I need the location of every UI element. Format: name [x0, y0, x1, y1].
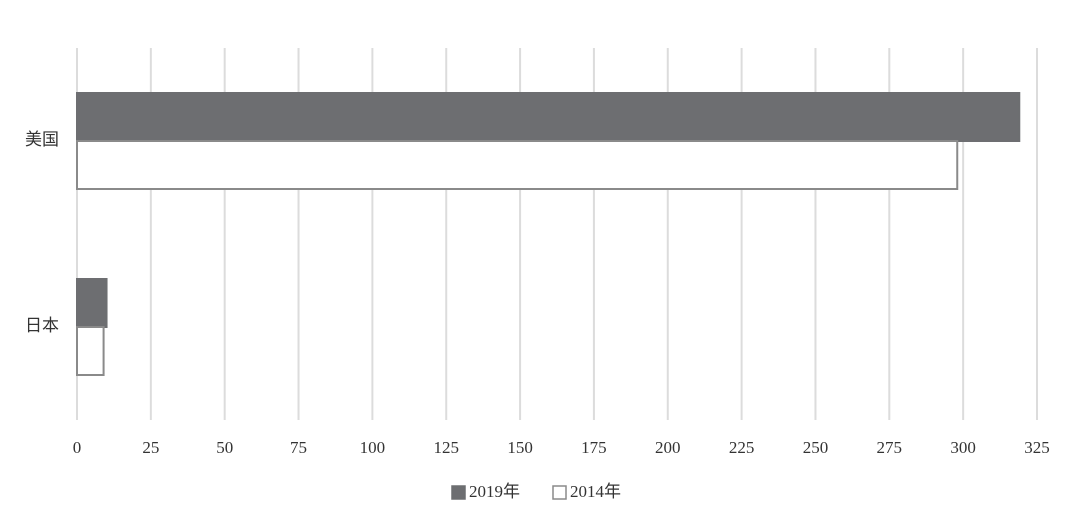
bar — [76, 92, 1021, 142]
x-tick-label: 300 — [950, 438, 976, 457]
legend-swatch — [552, 485, 567, 500]
x-tick-label: 0 — [73, 438, 82, 457]
x-tick-label: 175 — [581, 438, 607, 457]
x-tick-label: 50 — [216, 438, 233, 457]
x-tick-label: 250 — [803, 438, 829, 457]
x-tick-label: 150 — [507, 438, 533, 457]
bar — [76, 326, 105, 376]
y-tick-label: 日本 — [25, 316, 59, 335]
x-tick-label: 225 — [729, 438, 755, 457]
x-tick-label: 325 — [1024, 438, 1050, 457]
legend-label: 2019年 — [469, 482, 520, 501]
x-tick-label: 25 — [142, 438, 159, 457]
x-tick-label: 75 — [290, 438, 307, 457]
x-tick-label: 100 — [360, 438, 386, 457]
bar — [76, 278, 108, 328]
legend-swatch — [451, 485, 466, 500]
x-tick-label: 200 — [655, 438, 681, 457]
bar — [76, 140, 959, 190]
x-tick-label: 275 — [877, 438, 903, 457]
legend-label: 2014年 — [570, 482, 621, 501]
y-tick-label: 美国 — [25, 130, 59, 149]
x-tick-label: 125 — [433, 438, 459, 457]
